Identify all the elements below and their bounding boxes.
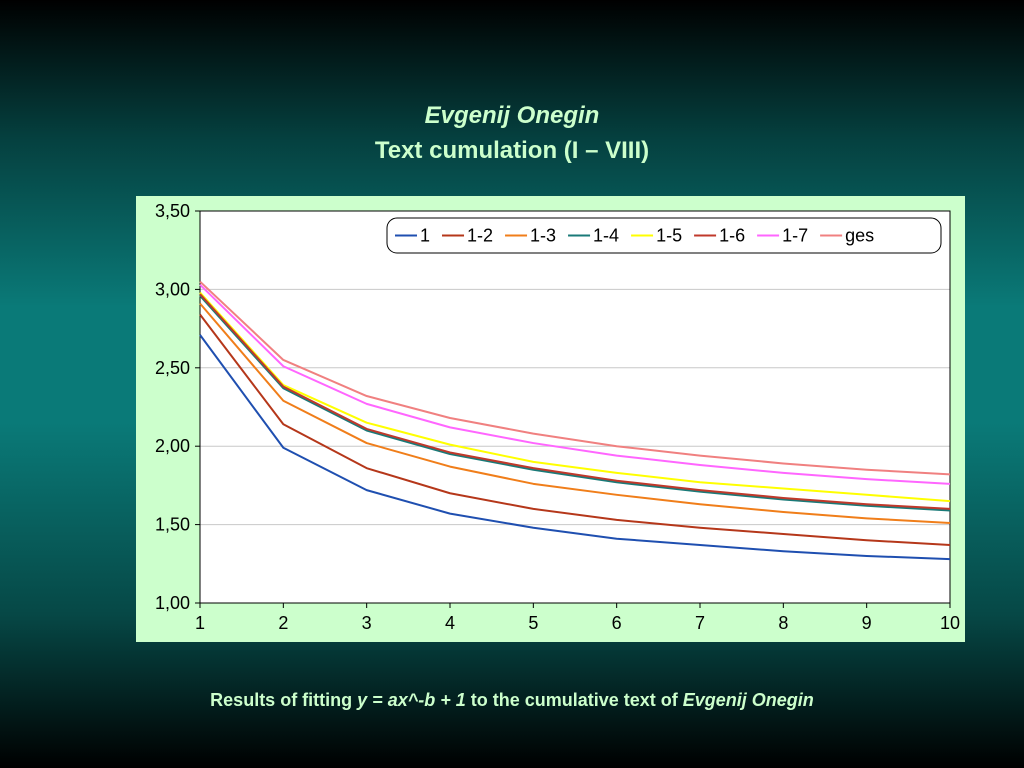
series-line-1-3 (199, 302, 951, 525)
legend-label: 1-4 (593, 226, 619, 246)
x-tick-label: 5 (528, 613, 538, 633)
line-chart: 1,00 1,50 2,00 2,50 3,00 3,50 1 2 3 4 5 6 7 8 9 10 1 1-… (155, 201, 960, 633)
x-tick-label: 9 (862, 613, 872, 633)
series-line-1-7 (199, 283, 951, 485)
caption-text-1: Results of fitting (210, 690, 358, 710)
x-tick-label: 8 (778, 613, 788, 633)
caption-formula: y = ax^-b + 1 (357, 690, 466, 710)
legend: 1 1-2 1-3 1-4 1-5 1-6 1-7 ges (386, 217, 942, 254)
series-line-1-6 (199, 293, 951, 510)
legend-item-1: 1 (395, 226, 430, 246)
y-tick-label: 3,00 (155, 279, 190, 299)
legend-box (386, 217, 942, 254)
legend-label: 1-2 (467, 226, 493, 246)
series-lines (199, 280, 951, 561)
legend-label: 1-3 (530, 226, 556, 246)
legend-item-1-5: 1-5 (631, 226, 682, 246)
x-tick-label: 7 (695, 613, 705, 633)
y-tick-label: 3,50 (155, 201, 190, 221)
x-axis-ticks: 1 2 3 4 5 6 7 8 9 10 (195, 603, 960, 633)
series-line-ges (199, 280, 951, 476)
caption: Results of fitting y = ax^-b + 1 to the … (0, 690, 1024, 711)
y-tick-label: 1,50 (155, 515, 190, 535)
x-tick-label: 2 (278, 613, 288, 633)
legend-label: 1-7 (782, 226, 808, 246)
series-line-1-2 (199, 313, 951, 546)
series-line-1 (199, 334, 951, 561)
caption-text-2: to the cumulative text of (465, 690, 683, 710)
y-tick-label: 1,00 (155, 593, 190, 613)
legend-item-1-6: 1-6 (694, 226, 745, 246)
legend-item-1-7: 1-7 (757, 226, 808, 246)
legend-label: 1-5 (656, 226, 682, 246)
y-tick-label: 2,50 (155, 358, 190, 378)
caption-work: Evgenij Onegin (682, 690, 814, 710)
x-tick-label: 4 (445, 613, 455, 633)
legend-label: 1 (420, 226, 430, 246)
series-line-1-4 (199, 295, 951, 512)
y-tick-label: 2,00 (155, 436, 190, 456)
plot-area (200, 211, 950, 603)
x-tick-label: 1 (195, 613, 205, 633)
legend-label: ges (845, 226, 874, 246)
legend-label: 1-6 (719, 226, 745, 246)
legend-item-1-3: 1-3 (505, 226, 556, 246)
series-line-1-5 (199, 291, 951, 503)
chart-title-line1: Evgenij Onegin (424, 102, 600, 129)
legend-item-ges: ges (820, 226, 874, 246)
plot-frame (199, 210, 951, 604)
y-axis-ticks: 1,00 1,50 2,00 2,50 3,00 3,50 (155, 201, 200, 613)
legend-item-1-2: 1-2 (442, 226, 493, 246)
x-tick-label: 10 (940, 613, 960, 633)
x-tick-label: 6 (612, 613, 622, 633)
legend-item-1-4: 1-4 (568, 226, 619, 246)
chart-title-line2: Text cumulation (I – VIII) (374, 137, 650, 164)
x-tick-label: 3 (362, 613, 372, 633)
chart-panel: 1,00 1,50 2,00 2,50 3,00 3,50 1 2 3 4 5 6 7 8 9 10 1 1-… (136, 196, 965, 642)
